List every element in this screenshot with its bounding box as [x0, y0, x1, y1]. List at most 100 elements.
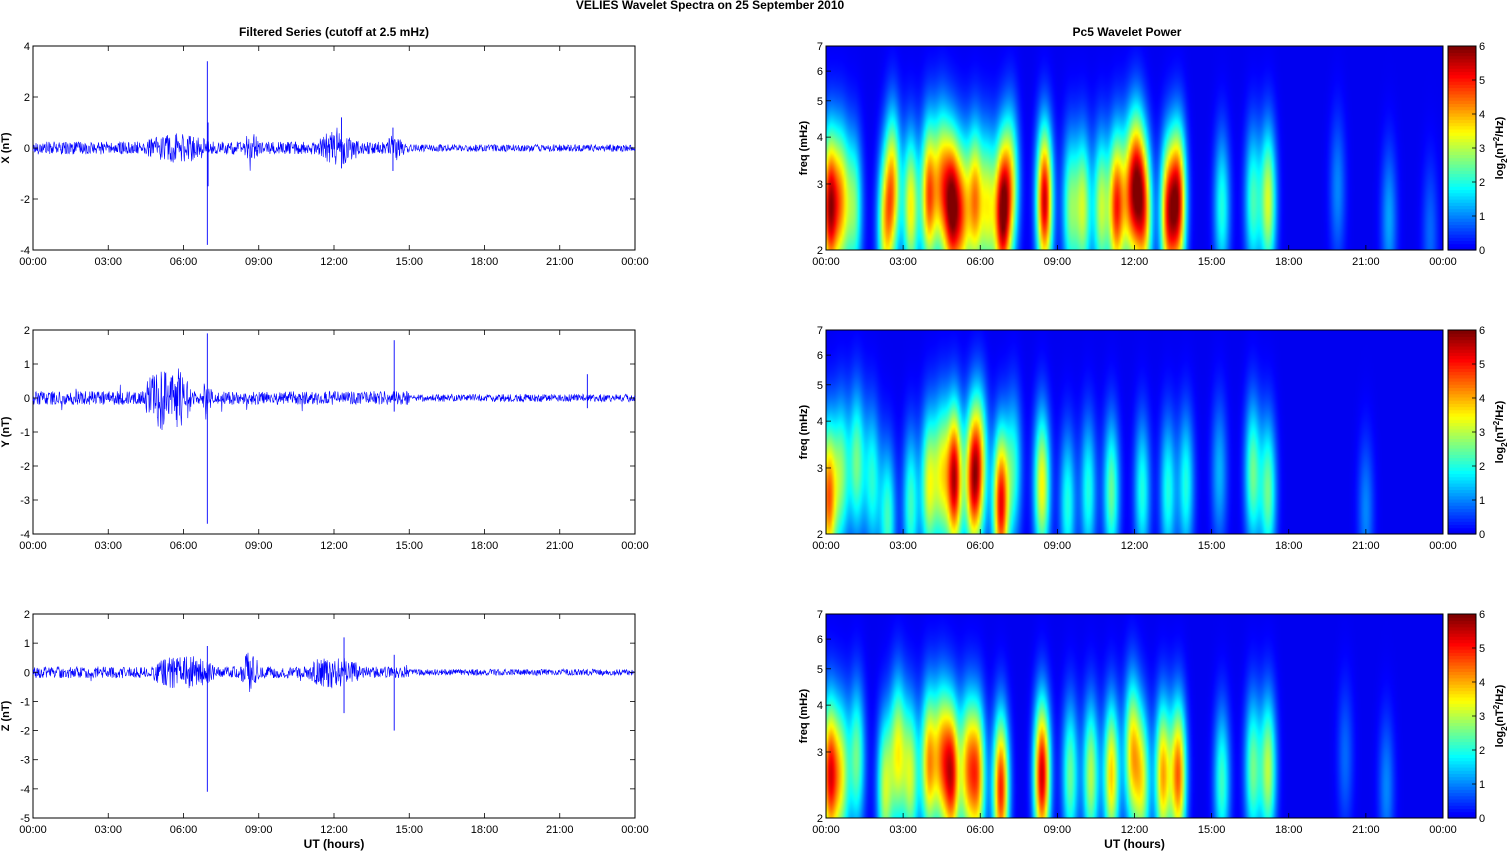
colorbar-cell: [1448, 642, 1476, 647]
colorbar-tick-label: 2: [1479, 461, 1485, 473]
freq-tick-label: 5: [817, 380, 823, 392]
colorbar-cell: [1448, 684, 1476, 688]
colorbar-cell: [1448, 652, 1476, 657]
colorbar-cell: [1448, 460, 1476, 465]
colorbar-cell: [1448, 330, 1476, 334]
colorbar-cell: [1448, 211, 1476, 216]
x-tick-label: 15:00: [1198, 824, 1226, 836]
x-tick-label: 12:00: [320, 540, 348, 552]
colorbar-tick-label: 1: [1479, 211, 1485, 223]
colorbar-cell: [1448, 230, 1476, 235]
colorbar-cell: [1448, 709, 1476, 714]
power-heatmap: [826, 614, 1443, 818]
colorbar-tick-label: 5: [1479, 359, 1485, 371]
colorbar-cell: [1448, 712, 1476, 717]
x-tick-label: 18:00: [471, 824, 499, 836]
x-tick-label: 00:00: [1429, 824, 1457, 836]
colorbar-cell: [1448, 636, 1476, 641]
freq-tick-label: 4: [817, 700, 823, 712]
colorbar-cell: [1448, 368, 1476, 373]
colorbar-cell: [1448, 349, 1476, 353]
freq-tick-label: 7: [817, 609, 823, 621]
colorbar-cell: [1448, 795, 1476, 800]
x-tick-label: 21:00: [546, 540, 574, 552]
freq-tick-label: 4: [817, 416, 823, 428]
x-tick-label: 09:00: [1044, 824, 1072, 836]
colorbar-cell: [1448, 700, 1476, 704]
colorbar-cell: [1448, 680, 1476, 685]
x-tick-label: 12:00: [320, 256, 348, 268]
colorbar-cell: [1448, 393, 1476, 398]
freq-axis-label: freq (mHz): [798, 404, 810, 459]
colorbar-tick-label: 4: [1479, 109, 1485, 121]
x-tick-label: 00:00: [812, 824, 840, 836]
colorbar-cell: [1448, 814, 1476, 819]
colorbar-cell: [1448, 782, 1476, 787]
colorbar-cell: [1448, 524, 1476, 529]
x-tick-label: 21:00: [1352, 256, 1380, 268]
colorbar-cell: [1448, 617, 1476, 621]
y-tick-label: -1: [20, 696, 30, 708]
colorbar-cell: [1448, 148, 1476, 152]
colorbar-cell: [1448, 74, 1476, 79]
colorbar-cell: [1448, 246, 1476, 251]
colorbar-cell: [1448, 665, 1476, 669]
x-axis-label: UT (hours): [304, 837, 365, 851]
x-tick-label: 21:00: [546, 256, 574, 268]
colorbar-cell: [1448, 390, 1476, 395]
colorbar-cell: [1448, 90, 1476, 95]
colorbar-cell: [1448, 757, 1476, 762]
colorbar-cell: [1448, 93, 1476, 98]
colorbar-cell: [1448, 68, 1476, 73]
freq-tick-label: 3: [817, 747, 823, 759]
colorbar-cell: [1448, 176, 1476, 181]
colorbar-cell: [1448, 163, 1476, 168]
x-tick-label: 09:00: [1044, 540, 1072, 552]
x-tick-label: 00:00: [1429, 540, 1457, 552]
colorbar-cell: [1448, 135, 1476, 140]
colorbar-cell: [1448, 52, 1476, 57]
colorbar-cell: [1448, 374, 1476, 379]
colorbar-tick-label: 4: [1479, 393, 1485, 405]
left-column-title: Filtered Series (cutoff at 2.5 mHz): [239, 25, 429, 39]
colorbar-cell: [1448, 192, 1476, 197]
x-axis-label: UT (hours): [1104, 837, 1165, 851]
y-tick-label: -3: [20, 755, 30, 767]
colorbar-tick-label: 2: [1479, 177, 1485, 189]
y-tick-label: 1: [24, 359, 30, 371]
colorbar-cell: [1448, 521, 1476, 526]
colorbar-cell: [1448, 396, 1476, 401]
colorbar-tick-label: 3: [1479, 143, 1485, 155]
colorbar-cell: [1448, 157, 1476, 162]
colorbar-tick-label: 5: [1479, 643, 1485, 655]
colorbar-cell: [1448, 728, 1476, 733]
x-tick-label: 12:00: [1121, 540, 1149, 552]
colorbar-cell: [1448, 240, 1476, 245]
series-panel-x: -4 -2 0 2 4 00:00 03:00 06:00 09:00 12:00 15:00 18:…: [0, 41, 649, 268]
colorbar-cell: [1448, 495, 1476, 500]
y-tick-label: 0: [24, 667, 30, 679]
x-tick-label: 12:00: [320, 824, 348, 836]
colorbar-cell: [1448, 154, 1476, 159]
freq-tick-label: 6: [817, 634, 823, 646]
colorbar-cell: [1448, 802, 1476, 806]
colorbar-cell: [1448, 227, 1476, 232]
y-tick-label: -2: [20, 194, 30, 206]
colorbar-cell: [1448, 61, 1476, 66]
colorbar-cell: [1448, 687, 1476, 692]
colorbar-tick-label: 0: [1479, 245, 1485, 257]
colorbar-cell: [1448, 138, 1476, 143]
freq-tick-label: 4: [817, 132, 823, 144]
colorbar-cell: [1448, 132, 1476, 136]
colorbar-tick-label: 6: [1479, 41, 1485, 53]
trace-line: [32, 652, 636, 692]
colorbar-cell: [1448, 668, 1476, 672]
x-tick-label: 00:00: [812, 540, 840, 552]
colorbar-cell: [1448, 419, 1476, 424]
colorbar-cell: [1448, 716, 1476, 720]
colorbar-cell: [1448, 339, 1476, 344]
colorbar-cell: [1448, 498, 1476, 503]
colorbar-cell: [1448, 614, 1476, 618]
x-tick-label: 18:00: [1275, 540, 1303, 552]
colorbar-cell: [1448, 189, 1476, 194]
